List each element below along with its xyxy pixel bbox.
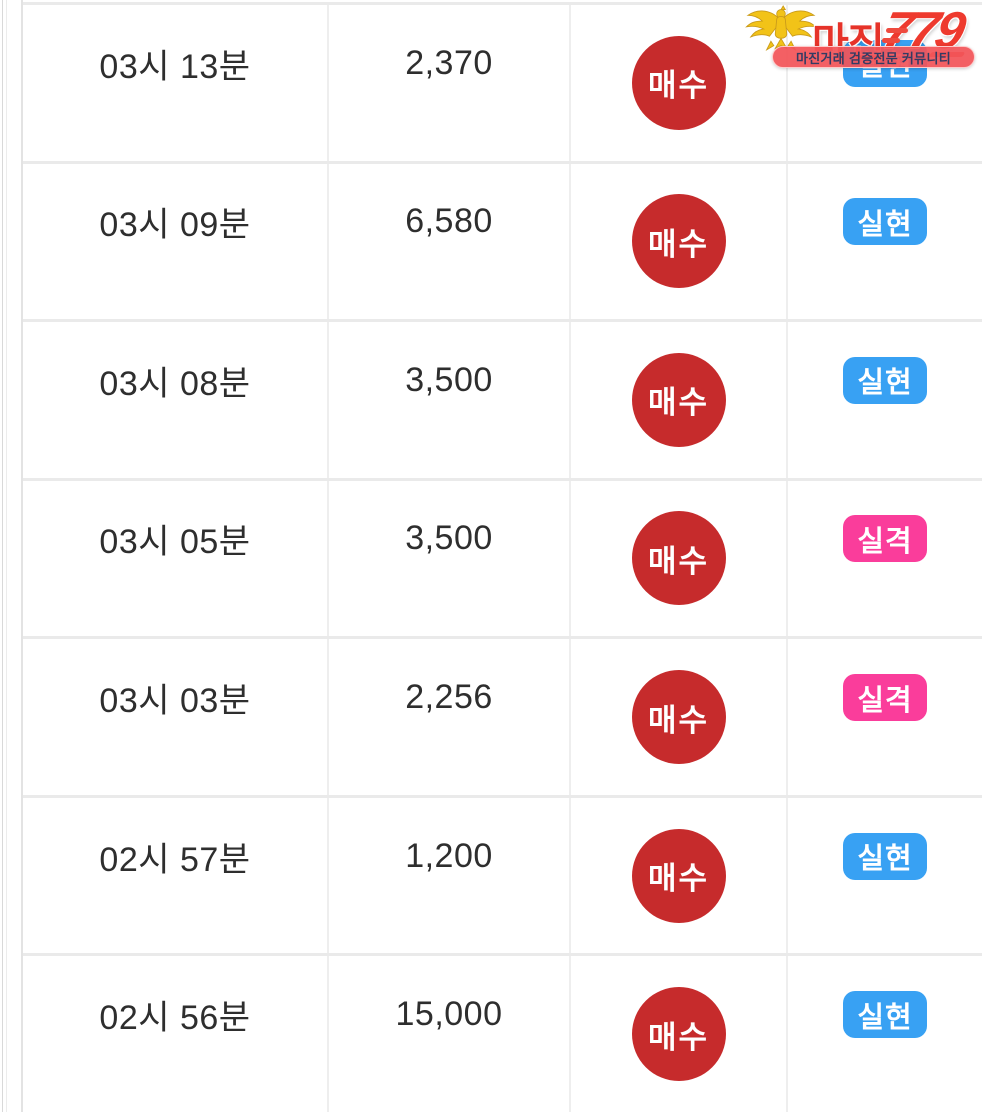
action-cell: 매수 bbox=[571, 163, 788, 320]
table-row: 03시 05분 3,500 매수 실격 bbox=[23, 477, 982, 637]
amount-cell: 1,200 bbox=[329, 797, 571, 954]
action-cell: 매수 bbox=[571, 797, 788, 954]
time-cell: 02시 57분 bbox=[23, 797, 329, 954]
status-cell: 실현 bbox=[788, 322, 982, 478]
table-row: 02시 57분 1,200 매수 실현 bbox=[23, 794, 982, 954]
table-row: 03시 09분 6,580 매수 실현 bbox=[23, 160, 982, 320]
action-cell: 매수 bbox=[571, 639, 788, 795]
status-badge: 실현 bbox=[843, 991, 927, 1039]
time-cell: 03시 08분 bbox=[23, 322, 329, 478]
trade-amount: 6,580 bbox=[405, 202, 493, 241]
status-cell: 실격 bbox=[788, 481, 982, 637]
buy-badge: 매수 bbox=[631, 194, 726, 289]
amount-cell: 6,580 bbox=[329, 163, 571, 320]
action-cell: 매수 bbox=[571, 480, 788, 637]
trade-amount: 2,256 bbox=[405, 678, 493, 717]
page-edge-line bbox=[2, 0, 3, 1112]
time-cell: 03시 05분 bbox=[23, 480, 329, 637]
trade-history-table: 03시 13분 2,370 매수 실현 03시 09분 6,580 매수 실현 bbox=[21, 0, 982, 1112]
page-edge-line bbox=[6, 0, 7, 1112]
amount-cell: 2,256 bbox=[329, 639, 571, 795]
status-badge: 실현 bbox=[843, 198, 927, 246]
table-row: 02시 56분 15,000 매수 실현 bbox=[23, 953, 982, 1112]
time-cell: 03시 03분 bbox=[23, 639, 329, 795]
trade-time: 02시 56분 bbox=[99, 999, 251, 1038]
buy-badge: 매수 bbox=[631, 35, 726, 130]
status-badge: 실현 bbox=[843, 832, 927, 880]
buy-badge: 매수 bbox=[631, 670, 726, 765]
status-badge: 실격 bbox=[843, 515, 927, 563]
trade-time: 03시 09분 bbox=[99, 206, 251, 245]
status-cell: 실현 bbox=[788, 798, 982, 954]
amount-cell: 2,370 bbox=[329, 5, 571, 161]
buy-badge: 매수 bbox=[631, 511, 726, 606]
status-badge: 실현 bbox=[843, 356, 927, 404]
status-cell: 실현 bbox=[788, 164, 982, 320]
table-row: 03시 13분 2,370 매수 실현 bbox=[23, 2, 982, 161]
buy-badge: 매수 bbox=[631, 987, 726, 1082]
trade-time: 03시 08분 bbox=[99, 364, 251, 403]
trade-amount: 3,500 bbox=[405, 519, 493, 558]
buy-badge: 매수 bbox=[631, 828, 726, 923]
amount-cell: 3,500 bbox=[329, 480, 571, 637]
status-badge: 실현 bbox=[843, 39, 927, 87]
status-cell: 실격 bbox=[788, 639, 982, 795]
action-cell: 매수 bbox=[571, 5, 788, 161]
time-cell: 03시 13분 bbox=[23, 5, 329, 161]
trade-time: 02시 57분 bbox=[99, 840, 251, 879]
amount-cell: 3,500 bbox=[329, 322, 571, 478]
trade-time: 03시 13분 bbox=[99, 47, 251, 86]
action-cell: 매수 bbox=[571, 322, 788, 478]
trade-amount: 3,500 bbox=[405, 360, 493, 399]
status-cell: 실현 bbox=[788, 5, 982, 161]
trade-time: 03시 03분 bbox=[99, 682, 251, 721]
table-row: 03시 03분 2,256 매수 실격 bbox=[23, 636, 982, 795]
time-cell: 02시 56분 bbox=[23, 956, 329, 1112]
buy-badge: 매수 bbox=[631, 352, 726, 447]
time-cell: 03시 09분 bbox=[23, 163, 329, 320]
status-badge: 실격 bbox=[843, 674, 927, 722]
trade-time: 03시 05분 bbox=[99, 523, 251, 562]
status-cell: 실현 bbox=[788, 956, 982, 1112]
trade-amount: 1,200 bbox=[405, 836, 493, 875]
table-row: 03시 08분 3,500 매수 실현 bbox=[23, 319, 982, 478]
trade-amount: 2,370 bbox=[405, 43, 493, 82]
action-cell: 매수 bbox=[571, 956, 788, 1112]
trade-amount: 15,000 bbox=[395, 995, 503, 1034]
amount-cell: 15,000 bbox=[329, 956, 571, 1112]
